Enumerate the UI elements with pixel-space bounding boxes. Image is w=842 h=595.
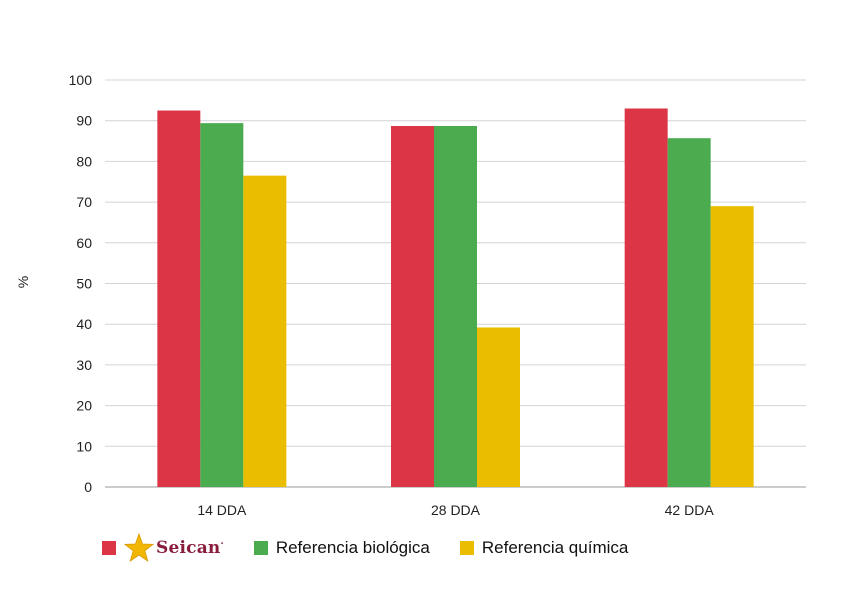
x-axis-ticks: 14 DDA 28 DDA 42 DDA: [197, 502, 714, 518]
star-icon: [124, 533, 154, 562]
bar: [624, 108, 668, 488]
seican-logo-text: Seican·: [156, 538, 224, 558]
bar: [200, 123, 244, 487]
bar: [667, 138, 711, 488]
y-tick-label: 50: [76, 276, 92, 292]
legend: Seican· Referencia biológica Referencia …: [102, 533, 658, 563]
bar: [157, 110, 201, 488]
y-tick-label: 60: [76, 235, 92, 251]
legend-item-seican: Seican·: [102, 533, 224, 563]
y-tick-label: 100: [69, 72, 93, 88]
x-tick-label: 14 DDA: [197, 502, 247, 518]
legend-item-referencia-biologica: Referencia biológica: [253, 538, 430, 558]
y-axis-ticks: 0 10 20 30 40 50 60 70 80 90 100: [69, 72, 93, 495]
legend-swatch-referencia-quimica: [459, 541, 474, 555]
legend-label-referencia-biologica: Referencia biológica: [275, 538, 430, 557]
y-tick-label: 80: [76, 153, 92, 169]
x-tick-label: 28 DDA: [431, 502, 481, 518]
bar: [477, 327, 520, 487]
y-tick-label: 10: [76, 438, 92, 454]
legend-swatch-seican: [102, 541, 116, 555]
seican-logo: Seican·: [124, 533, 224, 563]
bar: [243, 175, 287, 487]
legend-label-referencia-quimica: Referencia química: [481, 538, 629, 557]
y-tick-label: 20: [76, 398, 92, 414]
y-tick-label: 70: [76, 194, 92, 210]
bar: [391, 125, 434, 487]
legend-swatch-referencia-biologica: [253, 541, 268, 555]
y-axis-label: %: [15, 276, 31, 288]
legend-item-referencia-quimica: Referencia química: [459, 538, 629, 558]
y-tick-label: 90: [76, 113, 92, 129]
x-tick-label: 42 DDA: [665, 502, 715, 518]
bar: [710, 206, 754, 488]
y-tick-label: 0: [84, 479, 92, 495]
y-tick-label: 40: [76, 316, 92, 332]
bar: [434, 125, 477, 487]
bars: [157, 108, 754, 488]
y-tick-label: 30: [76, 357, 92, 373]
